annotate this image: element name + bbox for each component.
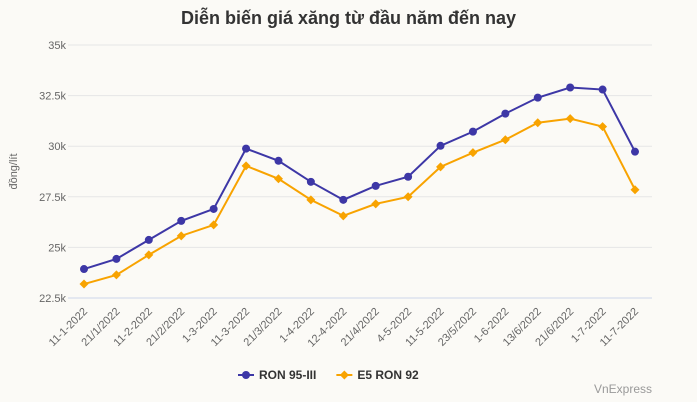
data-point <box>631 147 639 156</box>
data-point <box>436 162 446 172</box>
data-point <box>566 83 575 92</box>
data-point <box>339 195 348 204</box>
data-point <box>112 254 121 263</box>
data-point <box>274 156 283 165</box>
data-point <box>598 122 608 132</box>
data-point <box>242 144 251 153</box>
data-point <box>403 192 413 202</box>
data-point <box>79 279 89 289</box>
data-point <box>144 250 154 260</box>
data-point <box>468 127 477 136</box>
data-point <box>80 265 88 274</box>
data-point <box>371 199 381 209</box>
series-line <box>83 86 636 271</box>
data-point <box>209 220 219 230</box>
y-tick-label: 30k <box>48 141 66 153</box>
y-tick-label: 25k <box>48 242 66 254</box>
data-point <box>533 118 543 128</box>
data-point <box>338 211 348 221</box>
data-point <box>241 161 251 171</box>
data-point <box>501 109 510 118</box>
legend-item: RON 95-III <box>259 368 316 382</box>
y-axis-label: đồng/lít <box>8 153 20 189</box>
data-point <box>500 135 510 145</box>
data-point <box>144 235 153 244</box>
data-point <box>111 270 121 280</box>
data-point <box>273 174 283 184</box>
chart-title: Diễn biến giá xăng từ đầu năm đến nay <box>180 8 517 28</box>
data-point <box>177 216 186 225</box>
data-point <box>209 204 218 213</box>
data-point <box>436 141 445 150</box>
data-point <box>371 181 380 190</box>
legend-marker <box>339 370 349 380</box>
data-point <box>306 195 316 205</box>
data-point <box>404 172 413 181</box>
data-point <box>306 177 315 186</box>
y-tick-label: 22.5k <box>39 293 66 305</box>
source-credit: VnExpress <box>593 382 652 396</box>
data-point <box>533 93 542 102</box>
y-tick-label: 35k <box>48 40 66 52</box>
data-point <box>630 185 640 195</box>
y-tick-label: 27.5k <box>39 192 66 204</box>
data-point <box>598 85 607 94</box>
legend-item: E5 RON 92 <box>357 368 419 382</box>
data-point <box>565 114 575 124</box>
y-tick-label: 32.5k <box>39 91 66 103</box>
data-point <box>176 231 186 241</box>
data-point <box>468 148 478 158</box>
legend-marker <box>242 371 250 379</box>
series-line <box>83 117 636 285</box>
